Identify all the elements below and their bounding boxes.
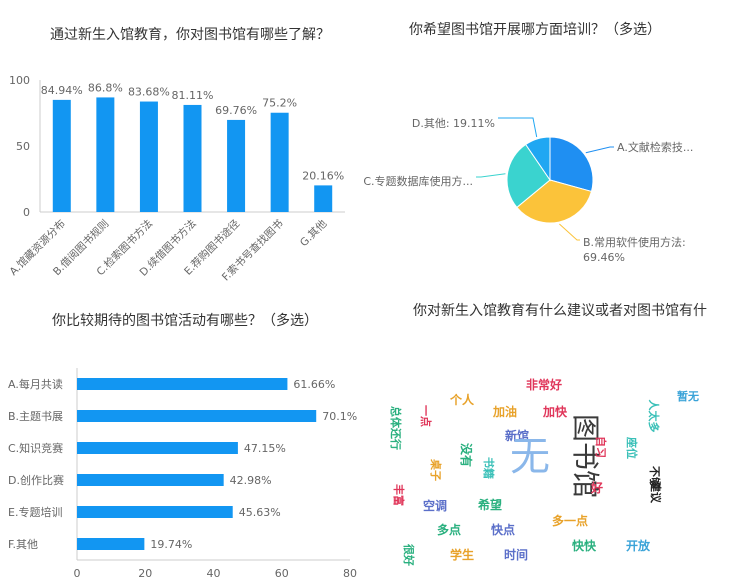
x-tick-label: 0	[74, 567, 81, 580]
bar	[183, 104, 202, 212]
pie-label: C.专题数据库使用方...	[363, 174, 473, 188]
word-cloud-word: 非常好	[526, 377, 562, 392]
word-cloud-word: 座位	[625, 436, 639, 459]
bar-value-label: 45.63%	[239, 506, 281, 519]
word-cloud-word: 桌子	[429, 458, 443, 481]
bar	[314, 185, 333, 212]
word-cloud-word: 多一点	[552, 513, 588, 528]
bar	[139, 101, 158, 212]
word-cloud-word: 快快	[572, 538, 597, 553]
pie-leader-line	[559, 223, 580, 241]
bar-value-label: 47.15%	[244, 442, 286, 455]
word-cloud-word: 建议	[649, 481, 663, 504]
word-cloud-word: 开放	[626, 538, 651, 553]
y-tick-label: B.主题书展	[8, 410, 63, 423]
activity-bar-chart: 你比较期待的图书馆活动有哪些？（多选） A.每月共读 B.主题书展 C.知识竞赛 D.…	[8, 312, 357, 580]
y-tick-label: E.专题培训	[8, 505, 62, 519]
chart-title: 通过新生入馆教育，你对图书馆有哪些了解？	[50, 27, 330, 43]
word-cloud-word: 无	[510, 434, 550, 480]
pie-label: A.文献检索技...	[617, 140, 693, 154]
word-cloud-word: 一点	[419, 405, 433, 427]
pie-label: D.其他: 19.11%	[412, 117, 495, 130]
bar-value-label: 19.74%	[150, 538, 192, 551]
word-cloud-word: 学生	[450, 547, 474, 562]
bar-value-label: 84.94%	[41, 84, 83, 97]
awareness-bar-chart: 通过新生入馆教育，你对图书馆有哪些了解？ 0 50 100 84.94% 86.8% 8…	[7, 27, 345, 284]
word-cloud-word: 空调	[423, 498, 447, 513]
word-cloud-word: 新馆	[505, 428, 529, 443]
x-tick-label: 40	[207, 567, 221, 580]
bar-value-label: 69.76%	[215, 104, 257, 117]
y-tick-label: D.创作比赛	[8, 473, 64, 487]
word-cloud-word: 加快	[542, 404, 568, 419]
word-cloud-word: 自习	[594, 436, 608, 458]
pie-slice	[516, 179, 593, 224]
word-cloud-word: 暂无	[677, 389, 699, 403]
word-cloud-word: 人太多	[647, 400, 661, 433]
bar	[77, 442, 238, 454]
bar-value-label: 86.8%	[88, 81, 123, 94]
pie-label: B.常用软件使用方法:	[583, 235, 686, 249]
word-cloud-word: 多点	[437, 522, 461, 537]
training-pie-chart: 你希望图书馆开展哪方面培训？（多选） A.文献检索技... B.常用软件使用方法:…	[363, 21, 693, 264]
word-cloud-word: 好	[590, 480, 603, 495]
y-tick-label: C.知识竞赛	[8, 441, 63, 455]
bar	[52, 99, 71, 212]
bar	[77, 474, 224, 486]
bar-value-label: 20.16%	[302, 169, 344, 182]
y-tick-label: 50	[16, 140, 30, 153]
word-cloud-word: 很好	[402, 543, 416, 566]
word-cloud-word: 丰富	[392, 484, 406, 506]
pie-slice	[525, 136, 551, 182]
word-cloud-word: 图书馆	[569, 414, 602, 498]
word-cloud-word: 希望	[477, 497, 502, 512]
pie-leader-line	[498, 117, 538, 138]
suggestion-word-cloud: 你对新生入馆教育有什么建议或者对图书馆有什 非常好暂无加油 加快 个人一点 总体还行新…	[389, 303, 707, 566]
bar	[77, 506, 233, 518]
bar-value-label: 70.1%	[322, 410, 357, 423]
word-cloud-word: 个人	[449, 392, 475, 407]
y-tick-label: 0	[23, 206, 30, 219]
bar-value-label: 42.98%	[230, 474, 272, 487]
bar-value-label: 81.11%	[172, 89, 214, 102]
word-cloud-word: 快点	[491, 522, 515, 537]
chart-title: 你比较期待的图书馆活动有哪些？（多选）	[52, 312, 318, 329]
y-tick-label: 100	[9, 74, 30, 87]
y-tick-label: A.每月共读	[8, 377, 63, 391]
bar	[77, 378, 288, 390]
word-cloud-word: 书籍	[482, 457, 496, 479]
bar-value-label: 75.2%	[262, 97, 297, 110]
word-cloud-word: 总体还行	[389, 406, 403, 450]
pie-slice	[549, 136, 594, 193]
y-tick-label: F.其他	[8, 538, 38, 551]
pie-label-value: 69.46%	[583, 251, 625, 264]
wordcloud-title: 你对新生入馆教育有什么建议或者对图书馆有什	[413, 303, 707, 319]
bar	[96, 97, 115, 212]
bar	[77, 410, 317, 422]
chart-title: 你希望图书馆开展哪方面培训？（多选）	[409, 21, 661, 38]
word-cloud-word: 时间	[504, 547, 528, 562]
word-cloud-word: 不够	[648, 466, 662, 488]
x-tick-label: G.其他	[297, 217, 330, 250]
word-cloud-word: 加油	[492, 404, 517, 419]
bar-value-label: 61.66%	[293, 378, 335, 391]
bar	[270, 112, 289, 212]
bar	[227, 119, 246, 212]
x-tick-label: 20	[138, 567, 152, 580]
bar	[77, 538, 145, 550]
x-tick-label: 80	[343, 567, 357, 580]
word-cloud-word: 没有	[459, 443, 474, 467]
pie-leader-line	[476, 173, 506, 178]
x-tick-label: 60	[275, 567, 289, 580]
bar-value-label: 83.68%	[128, 86, 170, 99]
pie-leader-line	[585, 146, 614, 154]
pie-slice	[506, 143, 551, 209]
